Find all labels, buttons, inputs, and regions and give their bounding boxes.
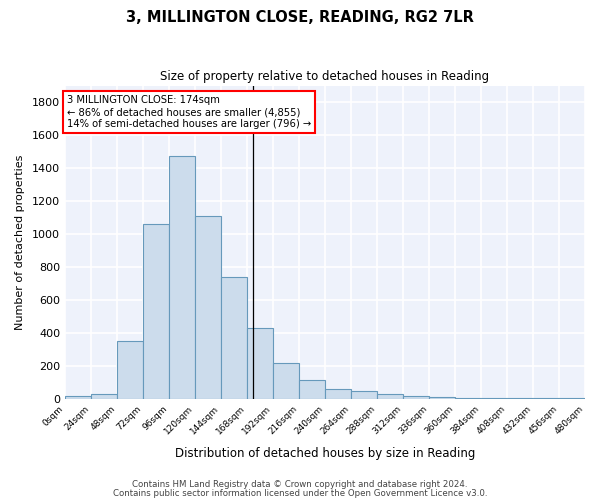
Bar xyxy=(65,396,91,399)
Bar xyxy=(143,224,169,399)
Bar xyxy=(455,398,481,399)
Bar xyxy=(507,398,533,399)
Bar xyxy=(351,390,377,399)
Bar xyxy=(325,389,351,399)
Bar xyxy=(481,398,507,399)
Text: 3, MILLINGTON CLOSE, READING, RG2 7LR: 3, MILLINGTON CLOSE, READING, RG2 7LR xyxy=(126,10,474,25)
Title: Size of property relative to detached houses in Reading: Size of property relative to detached ho… xyxy=(160,70,490,83)
Y-axis label: Number of detached properties: Number of detached properties xyxy=(15,154,25,330)
Bar xyxy=(195,216,221,399)
Bar xyxy=(403,396,429,399)
Bar xyxy=(117,341,143,399)
Bar xyxy=(169,156,195,399)
X-axis label: Distribution of detached houses by size in Reading: Distribution of detached houses by size … xyxy=(175,447,475,460)
Bar xyxy=(377,394,403,399)
Text: 3 MILLINGTON CLOSE: 174sqm
← 86% of detached houses are smaller (4,855)
14% of s: 3 MILLINGTON CLOSE: 174sqm ← 86% of deta… xyxy=(67,96,311,128)
Bar xyxy=(247,328,273,399)
Bar xyxy=(273,362,299,399)
Bar xyxy=(221,277,247,399)
Bar xyxy=(429,398,455,399)
Bar xyxy=(91,394,117,399)
Text: Contains public sector information licensed under the Open Government Licence v3: Contains public sector information licen… xyxy=(113,488,487,498)
Text: Contains HM Land Registry data © Crown copyright and database right 2024.: Contains HM Land Registry data © Crown c… xyxy=(132,480,468,489)
Bar xyxy=(299,380,325,399)
